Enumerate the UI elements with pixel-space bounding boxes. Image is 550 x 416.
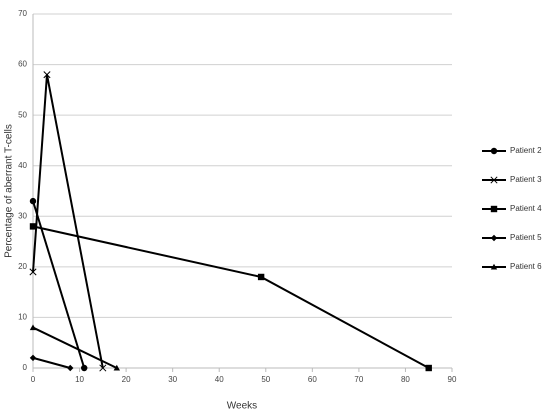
- y-tick-label: 0: [23, 363, 28, 372]
- x-tick-label: 10: [75, 375, 84, 384]
- y-tick-label: 20: [18, 262, 27, 271]
- x-tick-label: 80: [401, 375, 410, 384]
- legend-marker: [490, 147, 498, 155]
- x-tick-label: 90: [448, 375, 457, 384]
- legend-marker: [490, 263, 498, 270]
- marker: [67, 364, 74, 372]
- marker: [29, 223, 37, 230]
- x-tick-label: 20: [122, 375, 131, 384]
- series-line: [32, 74, 104, 369]
- y-tick-label: 10: [18, 313, 27, 322]
- x-tick-label: 0: [31, 375, 36, 384]
- legend-text: Patient 3: [510, 175, 542, 184]
- y-tick-label: 60: [18, 60, 27, 69]
- legend-text: Patient 6: [510, 262, 542, 271]
- y-tick-label: 70: [18, 9, 27, 18]
- legend-text: Patient 4: [510, 204, 542, 213]
- y-tick-label: 50: [18, 110, 27, 119]
- marker: [29, 354, 37, 362]
- x-axis-title: Weeks: [227, 401, 257, 412]
- marker: [99, 364, 107, 372]
- legend-marker: [490, 205, 498, 213]
- legend-marker: [490, 176, 498, 184]
- legend-marker: [490, 234, 498, 242]
- x-tick-label: 70: [354, 375, 363, 384]
- marker: [113, 364, 120, 371]
- series-line: [32, 356, 71, 369]
- legend-text: Patient 2: [510, 146, 542, 155]
- marker: [43, 71, 51, 79]
- marker: [29, 324, 37, 331]
- y-tick-label: 40: [18, 161, 27, 170]
- y-tick-label: 30: [18, 211, 27, 220]
- marker: [81, 364, 88, 372]
- marker: [29, 197, 37, 205]
- x-tick-label: 50: [261, 375, 270, 384]
- series-line: [32, 225, 430, 369]
- marker: [425, 364, 432, 372]
- x-tick-label: 40: [215, 375, 224, 384]
- legend-text: Patient 5: [510, 233, 542, 242]
- x-tick-label: 30: [168, 375, 177, 384]
- marker: [29, 268, 37, 276]
- marker: [257, 273, 265, 281]
- series-line: [32, 326, 118, 369]
- x-tick-label: 60: [308, 375, 317, 384]
- y-axis-title: Percentage of aberrant T-cells: [4, 124, 15, 258]
